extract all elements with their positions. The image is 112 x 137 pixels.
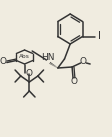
Text: Abs: Abs [19, 55, 30, 59]
Text: O: O [80, 58, 87, 66]
Text: O: O [26, 69, 33, 79]
Text: I: I [98, 31, 101, 41]
Text: O: O [70, 78, 78, 86]
Text: HN: HN [41, 52, 54, 62]
Text: O: O [0, 57, 6, 66]
